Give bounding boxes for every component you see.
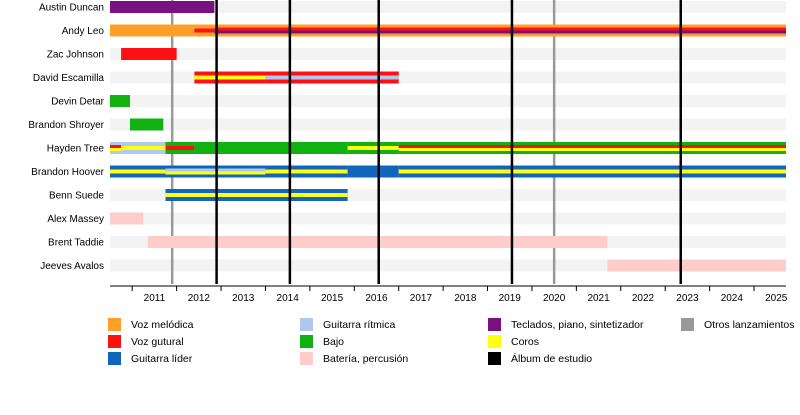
year-tick-label: 2025 (765, 293, 788, 304)
legend-swatch (488, 318, 501, 331)
role-stripe (194, 28, 215, 33)
legend-swatch (108, 318, 121, 331)
year-tick-label: 2016 (365, 293, 388, 304)
legend-label: Guitarra líder (131, 352, 193, 365)
member-bar (110, 24, 195, 37)
row-background (110, 212, 786, 225)
role-stripe (398, 169, 786, 174)
role-stripe (347, 146, 399, 150)
legend-swatch (300, 335, 313, 348)
legend-label: Teclados, piano, sintetizador (511, 318, 644, 331)
row-background (110, 95, 786, 107)
year-tick-label: 2023 (676, 293, 699, 304)
year-tick-label: 2019 (499, 293, 522, 304)
role-stripe (165, 193, 348, 197)
legend: Voz melódica Guitarra rítmica Teclados, pi… (0, 315, 800, 375)
year-tick-label: 2015 (321, 293, 344, 304)
row-background (110, 48, 786, 60)
year-tick-label: 2012 (188, 293, 211, 304)
year-tick-label: 2017 (410, 293, 433, 304)
row-backgrounds (110, 1, 786, 272)
member-bar (194, 142, 348, 154)
row-background (110, 1, 786, 13)
member-label: Brandon Hoover (31, 167, 104, 178)
studio-album-lines (215, 0, 682, 284)
member-bar (110, 95, 130, 107)
legend-swatch (108, 352, 121, 365)
legend-item: Otros lanzamientos (681, 318, 794, 331)
role-stripe (110, 169, 166, 174)
role-stripe (165, 146, 195, 150)
role-stripe (398, 148, 786, 151)
legend-label: Álbum de estudio (511, 352, 593, 365)
legend-item: Teclados, piano, sintetizador (488, 318, 644, 331)
role-stripe (265, 75, 399, 80)
member-bar (129, 118, 164, 131)
legend-item: Coros (488, 335, 539, 348)
year-tick-label: 2022 (632, 293, 655, 304)
legend-label: Batería, percusión (323, 352, 409, 365)
role-stripe (194, 75, 266, 80)
member-label: Andy Leo (62, 26, 105, 37)
legend-item: Voz gutural (108, 335, 184, 348)
legend-swatch (488, 352, 501, 365)
member-label: Brandon Shroyer (28, 120, 104, 131)
legend-swatch (488, 335, 501, 348)
legend-label: Coros (511, 335, 540, 348)
role-stripe (398, 145, 786, 148)
role-stripe (265, 169, 348, 174)
role-stripe (214, 27, 786, 31)
legend-label: Otros lanzamientos (704, 318, 795, 331)
member-bar (110, 212, 144, 225)
row-background (110, 118, 786, 131)
member-label: Austin Duncan (39, 3, 104, 14)
member-label: Brent Taddie (48, 238, 104, 249)
member-labels: Austin Duncan Andy Leo Zac Johnson David Es… (28, 3, 104, 273)
legend-item: Voz melódica (108, 318, 193, 331)
legend-swatch (681, 318, 694, 331)
legend-item: Batería, percusión (300, 352, 408, 365)
legend-item: Guitarra rítmica (300, 318, 395, 331)
member-label: Devin Detar (51, 97, 104, 108)
year-tick-label: 2024 (721, 293, 744, 304)
legend-swatch (300, 318, 313, 331)
year-tick-label: 2014 (277, 293, 300, 304)
role-stripe (214, 30, 786, 34)
legend-item: Guitarra líder (108, 352, 192, 365)
legend-label: Voz melódica (131, 318, 194, 331)
member-bar (607, 259, 786, 272)
member-bars (110, 1, 786, 272)
x-axis: 2011 2012 2013 2014 2015 2016 2017 2018 2019 2020… (110, 285, 788, 304)
member-bar (121, 48, 177, 60)
member-label: Benn Suede (49, 191, 104, 202)
legend-item: Bajo (300, 335, 344, 348)
year-tick-label: 2020 (543, 293, 566, 304)
legend-label: Bajo (323, 335, 345, 348)
legend-swatch (300, 352, 313, 365)
member-label: David Escamilla (33, 73, 105, 84)
year-tick-label: 2021 (587, 293, 610, 304)
year-tick-label: 2011 (144, 293, 166, 304)
member-label: Zac Johnson (47, 50, 104, 61)
role-stripe (121, 146, 166, 150)
legend-item: Álbum de estudio (488, 352, 592, 365)
legend-swatch (108, 335, 121, 348)
member-bar (347, 165, 399, 178)
member-label: Alex Massey (47, 214, 104, 225)
legend-label: Voz gutural (131, 335, 184, 348)
role-stripe (110, 145, 122, 148)
year-tick-label: 2018 (454, 293, 477, 304)
year-tick-label: 2013 (232, 293, 255, 304)
role-stripe (110, 148, 122, 151)
member-label: Hayden Tree (47, 144, 105, 155)
legend-label: Guitarra rítmica (323, 318, 396, 331)
member-bar (110, 1, 215, 13)
member-label: Jeeves Avalos (40, 261, 104, 272)
